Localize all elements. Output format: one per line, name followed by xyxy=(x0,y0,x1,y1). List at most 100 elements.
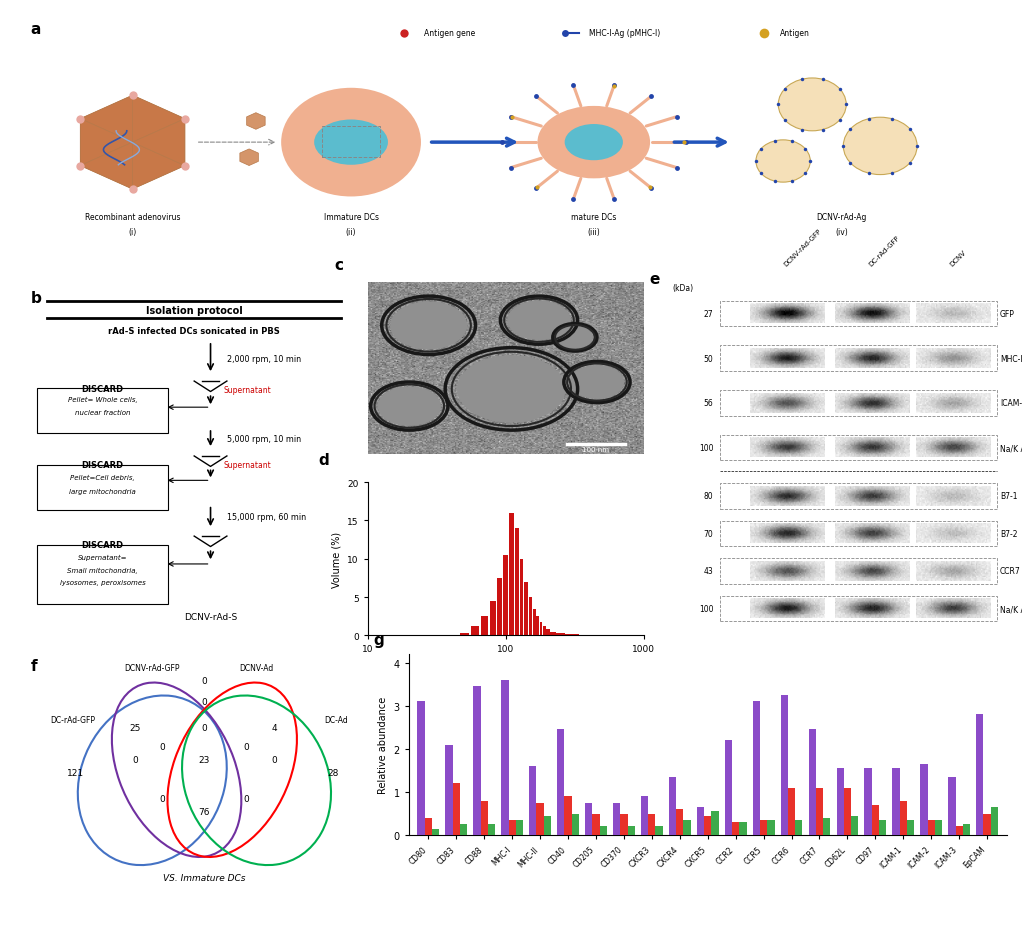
Bar xyxy=(529,767,537,835)
Bar xyxy=(928,820,935,835)
Circle shape xyxy=(570,366,624,400)
Text: DISCARD: DISCARD xyxy=(82,384,124,393)
Bar xyxy=(677,809,684,835)
Bar xyxy=(725,741,732,835)
Text: (i): (i) xyxy=(129,228,137,238)
Bar xyxy=(501,680,509,835)
Text: c: c xyxy=(335,257,343,272)
Text: 0: 0 xyxy=(201,697,207,706)
Bar xyxy=(921,764,928,835)
Ellipse shape xyxy=(538,107,650,179)
Text: large mitochondria: large mitochondria xyxy=(69,488,136,495)
Text: DC-rAd-GFP: DC-rAd-GFP xyxy=(868,235,900,267)
Text: 70: 70 xyxy=(703,529,713,538)
Text: 76: 76 xyxy=(198,807,211,817)
Text: 25: 25 xyxy=(129,723,141,732)
Text: MHC-I-Ag (pMHC-I): MHC-I-Ag (pMHC-I) xyxy=(589,29,660,38)
Polygon shape xyxy=(246,113,265,130)
Bar xyxy=(545,629,550,636)
Bar xyxy=(907,820,915,835)
Bar xyxy=(641,796,648,835)
Bar xyxy=(556,634,565,636)
Y-axis label: Volume (%): Volume (%) xyxy=(332,531,341,587)
Bar xyxy=(704,816,711,835)
Bar xyxy=(823,818,831,835)
Text: DC-Ad: DC-Ad xyxy=(325,715,349,725)
Bar xyxy=(851,816,858,835)
Text: nuclear fraction: nuclear fraction xyxy=(75,410,131,416)
Bar xyxy=(808,729,816,835)
Bar xyxy=(524,582,527,636)
Text: B7-1: B7-1 xyxy=(1000,492,1018,501)
Text: VS. Immature DCs: VS. Immature DCs xyxy=(164,873,245,883)
Circle shape xyxy=(457,355,566,423)
Text: 0: 0 xyxy=(159,741,166,751)
Text: Supernatant=: Supernatant= xyxy=(78,554,128,561)
Text: 56: 56 xyxy=(703,399,713,408)
Text: (iv): (iv) xyxy=(835,228,847,238)
Bar xyxy=(537,616,540,636)
Text: GFP: GFP xyxy=(1000,310,1015,318)
Bar xyxy=(497,578,502,636)
Bar xyxy=(600,827,607,835)
Y-axis label: Relative abundance: Relative abundance xyxy=(378,696,388,793)
X-axis label: Size (nm): Size (nm) xyxy=(482,659,529,669)
Polygon shape xyxy=(81,120,133,166)
Text: Na/K ATPase: Na/K ATPase xyxy=(1000,444,1022,453)
Bar xyxy=(844,788,851,835)
Text: Supernatant: Supernatant xyxy=(224,460,272,470)
Text: Pellet=Cell debris,: Pellet=Cell debris, xyxy=(71,474,135,481)
Text: DCNV-Ad: DCNV-Ad xyxy=(239,663,274,672)
Text: 121: 121 xyxy=(67,768,85,777)
Text: Immature DCs: Immature DCs xyxy=(324,213,378,222)
Bar xyxy=(564,635,579,636)
Polygon shape xyxy=(133,143,185,189)
Circle shape xyxy=(557,327,593,349)
Text: DCNV-rAd-GFP: DCNV-rAd-GFP xyxy=(783,228,823,267)
Text: 4: 4 xyxy=(271,723,277,732)
Bar xyxy=(879,820,886,835)
Circle shape xyxy=(843,118,917,175)
Text: rAd-S infected DCs sonicated in PBS: rAd-S infected DCs sonicated in PBS xyxy=(108,327,280,336)
Circle shape xyxy=(390,302,467,350)
Text: d: d xyxy=(318,452,329,467)
Bar xyxy=(837,768,844,835)
Text: 27: 27 xyxy=(703,310,713,318)
Bar xyxy=(504,555,508,636)
Text: 0: 0 xyxy=(201,676,207,685)
Text: 15,000 rpm, 60 min: 15,000 rpm, 60 min xyxy=(227,513,306,522)
Bar xyxy=(460,824,467,835)
Text: DISCARD: DISCARD xyxy=(82,460,124,470)
Bar xyxy=(865,768,872,835)
Text: e: e xyxy=(649,271,659,286)
Text: DC-rAd-GFP: DC-rAd-GFP xyxy=(50,715,95,725)
Bar xyxy=(544,816,551,835)
Bar xyxy=(990,807,998,835)
Ellipse shape xyxy=(314,121,388,165)
Text: 0: 0 xyxy=(159,794,166,804)
Text: Recombinant adenovirus: Recombinant adenovirus xyxy=(85,213,180,222)
Bar xyxy=(711,811,718,835)
Text: 23: 23 xyxy=(198,754,211,764)
Text: f: f xyxy=(31,658,37,673)
Bar xyxy=(872,805,879,835)
Bar xyxy=(446,744,453,835)
Bar xyxy=(473,687,480,835)
Ellipse shape xyxy=(281,89,421,198)
Bar xyxy=(697,807,704,835)
Bar xyxy=(669,777,677,835)
Circle shape xyxy=(378,387,440,426)
Text: 100: 100 xyxy=(699,604,713,613)
Bar xyxy=(532,609,536,636)
Text: DCNV-rAd-S: DCNV-rAd-S xyxy=(184,612,237,621)
Text: ICAM-I: ICAM-I xyxy=(1000,399,1022,408)
Bar xyxy=(768,820,775,835)
Text: (ii): (ii) xyxy=(345,228,357,238)
Text: lysosomes, peroxisomes: lysosomes, peroxisomes xyxy=(59,580,145,586)
Bar xyxy=(520,559,523,636)
Text: mature DCs: mature DCs xyxy=(571,213,616,222)
Bar xyxy=(515,529,519,636)
Bar xyxy=(655,827,662,835)
Text: 50: 50 xyxy=(703,354,713,363)
Bar xyxy=(425,818,432,835)
